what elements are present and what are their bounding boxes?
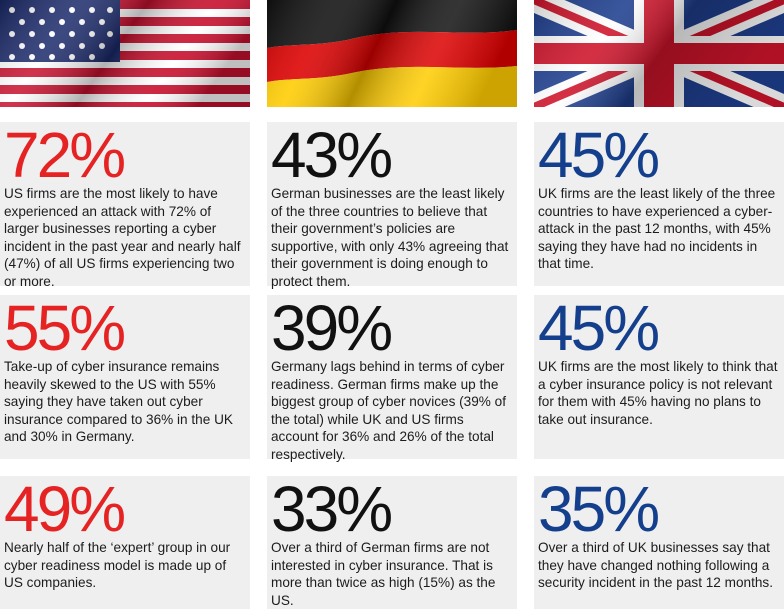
us-stat-text-2: Take-up of cyber insurance remains heavi… (4, 359, 233, 444)
us-stat-text-3: Nearly half of the ‘expert’ group in our… (4, 540, 231, 590)
us-stat-text-1: US firms are the most likely to have exp… (4, 186, 241, 289)
us-column: 72% US firms are the most likely to have… (0, 0, 250, 609)
uk-stat-text-3: Over a third of UK businesses say that t… (538, 540, 773, 590)
uk-stat-value-3: 35% (538, 473, 660, 545)
de-stat-value-3: 33% (271, 473, 393, 545)
de-stat-card-1: 43% German businesses are the least like… (267, 119, 517, 289)
de-stat-card-3: 33% Over a third of German firms are not… (267, 476, 517, 609)
us-stat-value-1: 72% (4, 119, 126, 191)
de-stat-text-1: German businesses are the least likely o… (271, 186, 509, 289)
german-flag-icon (267, 0, 517, 107)
uk-stat-card-3: 35% Over a third of UK businesses say th… (534, 476, 784, 609)
us-flag-icon (0, 0, 250, 107)
uk-stat-card-1: 45% UK firms are the least likely of the… (534, 122, 784, 286)
us-stat-card-1: 72% US firms are the most likely to have… (0, 119, 250, 289)
uk-column: 45% UK firms are the least likely of the… (534, 0, 784, 609)
de-stat-text-3: Over a third of German firms are not int… (271, 540, 496, 608)
uk-stat-value-1: 45% (538, 119, 660, 191)
de-stat-value-1: 43% (271, 119, 393, 191)
de-stat-value-2: 39% (271, 292, 393, 364)
us-stat-value-3: 49% (4, 473, 126, 545)
uk-stat-text-2: UK firms are the most likely to think th… (538, 359, 778, 427)
us-stat-card-2: 55% Take-up of cyber insurance remains h… (0, 295, 250, 459)
de-stat-card-2: 39% Germany lags behind in terms of cybe… (267, 292, 517, 462)
de-stat-text-2: Germany lags behind in terms of cyber re… (271, 359, 507, 462)
germany-column: 43% German businesses are the least like… (267, 0, 517, 609)
uk-stat-text-1: UK firms are the least likely of the thr… (538, 186, 776, 271)
uk-stat-card-2: 45% UK firms are the most likely to thin… (534, 295, 784, 459)
uk-stat-value-2: 45% (538, 292, 660, 364)
us-stat-card-3: 49% Nearly half of the ‘expert’ group in… (0, 476, 250, 609)
us-stat-value-2: 55% (4, 292, 126, 364)
uk-flag-icon (534, 0, 784, 107)
